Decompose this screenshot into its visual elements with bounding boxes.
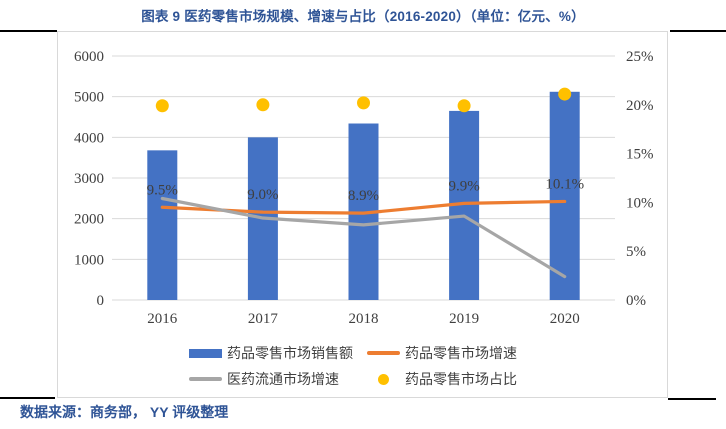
data-label: 9.5% (147, 182, 178, 198)
legend-label: 医药流通市场增速 (227, 373, 339, 388)
data-label: 10.1% (545, 176, 584, 192)
circulation-growth-line (160, 196, 567, 279)
y-axis-tick-left: 5000 (74, 90, 104, 106)
bar-2016 (147, 150, 178, 300)
y-axis-tick-right: 20% (626, 98, 654, 114)
x-axis-label: 2018 (349, 311, 379, 327)
share-dot-2018 (357, 96, 370, 110)
y-axis-tick-right: 5% (626, 244, 646, 260)
y-axis-tick-left: 6000 (74, 49, 104, 65)
legend-item: 药品零售市场占比 (366, 369, 517, 389)
share-dot-2019 (457, 99, 471, 113)
y-axis-tick-left: 3000 (74, 171, 104, 187)
legend-line-swatch (366, 351, 401, 355)
legend-label: 药品零售市场占比 (405, 373, 517, 388)
bar-2020 (549, 91, 580, 300)
swatch-shape (378, 373, 389, 385)
chart-legend: 药品零售市场销售额 药品零售市场增速医药流通市场增速 药品零售市场占比 (188, 340, 517, 392)
share-dot-2017 (256, 98, 270, 112)
legend-label: 药品零售市场销售额 (227, 347, 353, 362)
share-dot-2020 (558, 87, 572, 101)
data-label: 9.9% (448, 178, 479, 194)
table-border-top-right (670, 30, 726, 32)
chart-frame: 6000 5000 4000 3000 2000 1000 0 25% 20% 15% 10% 5% 0… (57, 31, 668, 398)
y-axis-tick-right: 0% (626, 293, 646, 309)
x-axis-label: 2016 (147, 311, 178, 327)
figure-caption: 图表 9 医药零售市场规模、增速与占比（2016-2020）（单位：亿元、%） (141, 9, 585, 24)
table-border-bottom-right (668, 398, 716, 400)
combo-chart: 6000 5000 4000 3000 2000 1000 0 25% 20% 15% 10% 5% 0… (74, 49, 654, 327)
legend-item: 药品零售市场销售额 (188, 343, 366, 363)
legend-label: 药品零售市场增速 (405, 347, 517, 362)
y-axis-tick-right: 15% (626, 147, 654, 163)
x-axis-label: 2020 (550, 311, 580, 327)
data-label: 8.9% (348, 188, 379, 204)
y-axis-tick-left: 0 (97, 293, 105, 309)
source-note: 数据来源：商务部， YY 评级整理 (20, 404, 229, 420)
y-axis-tick-right: 25% (626, 49, 654, 65)
legend-dot-swatch (366, 373, 401, 385)
legend-item: 药品零售市场增速 (366, 343, 517, 363)
swatch-shape (367, 351, 400, 355)
table-border-bottom-left (0, 397, 55, 399)
legend-row: 医药流通市场增速 药品零售市场占比 (188, 366, 517, 392)
swatch-shape (189, 377, 222, 381)
legend-bar-swatch (188, 348, 223, 358)
y-axis-tick-left: 4000 (74, 130, 104, 146)
legend-item: 医药流通市场增速 (188, 369, 366, 389)
x-axis-label: 2017 (248, 311, 279, 327)
share-dot-2016 (155, 99, 169, 113)
y-axis-tick-right: 10% (626, 195, 654, 211)
y-axis-tick-left: 1000 (74, 252, 104, 268)
table-border-top-left (0, 30, 57, 32)
swatch-shape (189, 348, 222, 358)
y-axis-tick-left: 2000 (74, 212, 104, 228)
data-label: 9.0% (247, 187, 278, 203)
legend-line-swatch (188, 377, 223, 381)
x-axis-label: 2019 (449, 311, 479, 327)
legend-row: 药品零售市场销售额 药品零售市场增速 (188, 340, 517, 366)
